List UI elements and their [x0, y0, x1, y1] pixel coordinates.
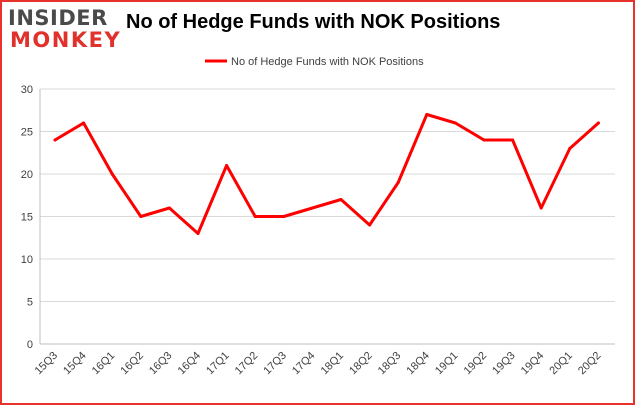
data-point	[339, 198, 343, 201]
x-tick-label: 19Q2	[462, 350, 490, 378]
series-line	[53, 113, 600, 235]
data-point	[511, 138, 515, 142]
data-point	[53, 138, 57, 142]
data-point	[396, 181, 400, 184]
chart-title: No of Hedge Funds with NOK Positions	[126, 11, 501, 33]
data-point	[196, 232, 200, 235]
x-tick-label: 17Q4	[290, 350, 318, 378]
logo-line-1: INSIDER	[8, 6, 108, 30]
data-point	[596, 121, 600, 125]
data-point	[167, 206, 171, 210]
x-tick-label: 18Q3	[376, 350, 404, 378]
data-point	[453, 121, 457, 125]
x-tick-label: 17Q2	[233, 350, 261, 378]
x-tick-label: 18Q4	[404, 350, 432, 378]
x-tick-label: 20Q2	[576, 350, 604, 378]
data-point	[253, 215, 257, 218]
data-point	[568, 147, 572, 150]
data-point	[82, 121, 86, 125]
data-point	[539, 206, 543, 210]
logo-line-2: MONKEY	[10, 28, 122, 52]
x-tick-label: 16Q1	[90, 350, 118, 378]
x-tick-label: 16Q2	[118, 350, 146, 378]
x-tick-label: 19Q4	[519, 350, 547, 378]
x-tick-label: 17Q3	[261, 350, 289, 378]
y-tick-label: 10	[21, 254, 33, 266]
y-tick-label: 5	[27, 297, 33, 309]
y-tick-label: 0	[27, 339, 33, 351]
x-tick-label: 18Q2	[347, 350, 375, 378]
y-tick-label: 30	[21, 84, 33, 96]
x-tick-label: 17Q1	[204, 350, 232, 378]
x-tick-label: 16Q3	[147, 350, 175, 378]
x-tick-label: 15Q4	[61, 350, 89, 378]
insider-monkey-logo: INSIDER MONKEY	[8, 4, 122, 52]
x-tick-label: 18Q1	[319, 350, 347, 378]
data-point	[482, 138, 486, 142]
y-tick-label: 20	[21, 169, 33, 181]
data-point	[282, 215, 286, 218]
legend-label: No of Hedge Funds with NOK Positions	[231, 56, 424, 68]
x-tick-label: 16Q4	[176, 350, 204, 378]
x-tick-label: 20Q1	[547, 350, 575, 378]
data-point	[310, 206, 314, 210]
data-point	[368, 223, 372, 227]
data-point	[139, 215, 143, 218]
data-point	[225, 164, 229, 167]
y-tick-label: 15	[21, 212, 33, 224]
x-tick-label: 19Q3	[490, 350, 518, 378]
x-tick-label: 15Q3	[33, 350, 61, 378]
data-point	[110, 172, 114, 176]
y-tick-label: 25	[21, 127, 33, 139]
x-tick-label: 19Q1	[433, 350, 461, 378]
data-point	[425, 113, 429, 116]
